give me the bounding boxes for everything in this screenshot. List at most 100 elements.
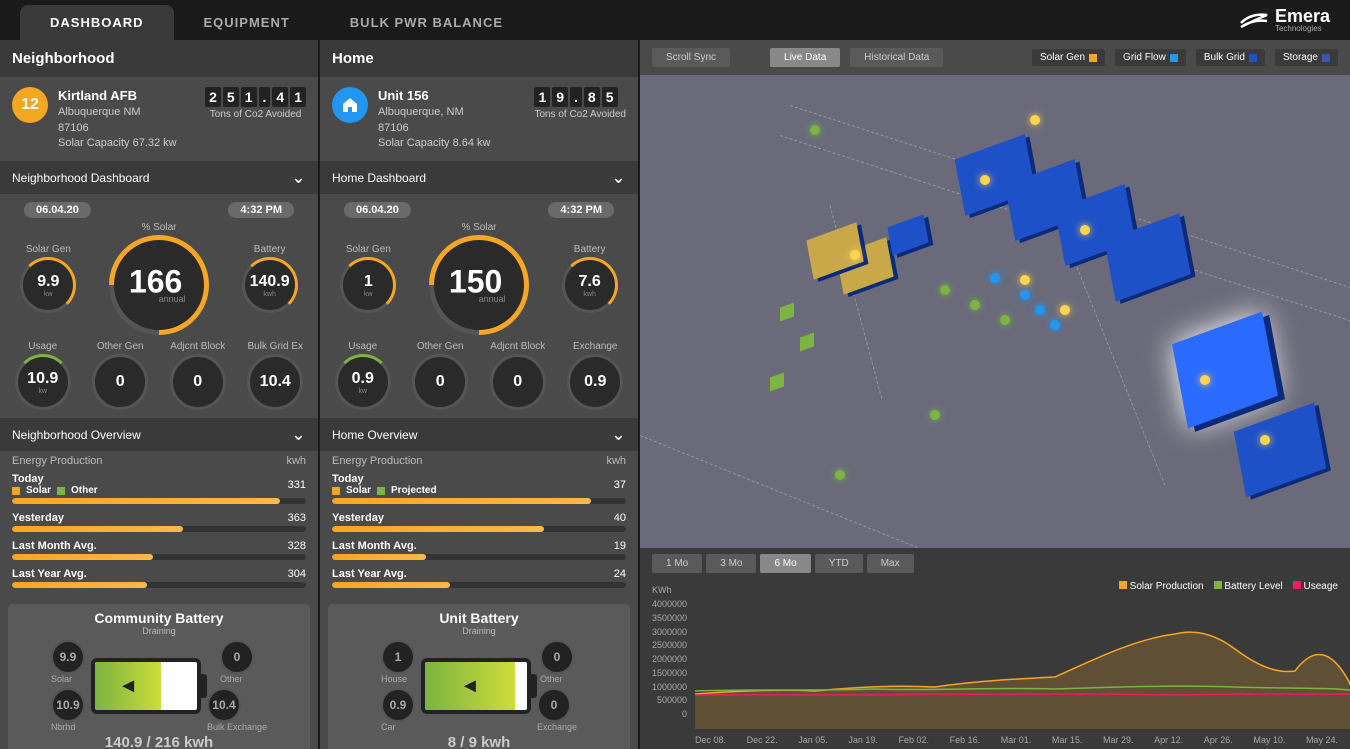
bat-node: 9.9Solar (51, 640, 85, 684)
home-loc: Albuquerque, NM (378, 105, 524, 120)
scroll-sync-button[interactable]: Scroll Sync (652, 48, 730, 67)
live-data-button[interactable]: Live Data (770, 48, 840, 67)
bar-row: Last Month Avg. 328 (12, 540, 306, 552)
main-content: Neighborhood 12 Kirtland AFB Albuquerque… (0, 40, 1350, 749)
neighborhood-info: 12 Kirtland AFB Albuquerque NM 87106 Sol… (0, 77, 318, 161)
range-max[interactable]: Max (867, 554, 914, 573)
range-ytd[interactable]: YTD (815, 554, 863, 573)
home-info: Unit 156 Albuquerque, NM 87106 Solar Cap… (320, 77, 638, 161)
time-pill: 4:32 PM (228, 202, 294, 218)
neighborhood-loc: Albuquerque NM (58, 105, 195, 120)
prod-unit: kwh (286, 455, 306, 467)
viz-toolbar: Scroll Sync Live Data Historical Data So… (640, 40, 1350, 75)
range-6mo[interactable]: 6 Mo (760, 554, 810, 573)
battery-icon: ◄ (91, 658, 201, 714)
co2-digit: 1 (241, 87, 257, 107)
logo-name: Emera (1275, 7, 1330, 25)
chevron-down-icon (291, 424, 306, 445)
bar-row: Last Month Avg. 19 (332, 540, 626, 552)
battery-sub: Draining (14, 626, 304, 636)
chart-legend-item[interactable]: Useage (1293, 581, 1338, 592)
home-gauges: 06.04.20 4:32 PM Solar Gen 1kw % Solar 1… (320, 194, 638, 418)
gauge-%-solar: % Solar 150annual (429, 222, 529, 335)
bat-node: 10.4Bulk Exchange (207, 688, 267, 732)
co2-digit: 5 (223, 87, 239, 107)
section-label: Home Overview (332, 428, 417, 442)
bar-row: Yesterday 40 (332, 512, 626, 524)
bar-row: Yesterday 363 (12, 512, 306, 524)
chevron-down-icon (611, 424, 626, 445)
co2-digit: 4 (272, 87, 288, 107)
gauge-adjcnt-block: Adjcnt Block 0 (490, 341, 546, 410)
bar-row: Today Solar Other331 (12, 473, 306, 496)
home-production: Energy Production kwh Today Solar Projec… (320, 451, 638, 600)
neighborhood-zip: 87106 (58, 121, 195, 136)
bar-row: Today Solar Projected37 (332, 473, 626, 496)
home-overview-toggle[interactable]: Home Overview (320, 418, 638, 451)
home-cap: Solar Capacity 8.64 kw (378, 136, 524, 151)
home-panel: Home Unit 156 Albuquerque, NM 87106 Sola… (320, 40, 640, 749)
co2-digit: 1 (534, 87, 550, 107)
prod-label: Energy Production (332, 455, 423, 467)
prod-label: Energy Production (12, 455, 103, 467)
gauge-bulk-grid-ex: Bulk Grid Ex 10.4 (247, 341, 303, 410)
chart-legend-item[interactable]: Solar Production (1119, 581, 1204, 592)
logo-icon (1239, 5, 1269, 35)
gauge-solar-gen: Solar Gen 1kw (340, 244, 396, 313)
3d-scene[interactable] (640, 75, 1350, 548)
top-navigation: DASHBOARD EQUIPMENT BULK PWR BALANCE Eme… (0, 0, 1350, 40)
legend-bulk-grid[interactable]: Bulk Grid (1196, 49, 1265, 66)
battery-status: 8 / 9 kwh (334, 734, 624, 749)
legend-storage[interactable]: Storage (1275, 49, 1338, 66)
gauge-other-gen: Other Gen 0 (92, 341, 148, 410)
tab-bulk-pwr[interactable]: BULK PWR BALANCE (320, 5, 533, 40)
co2-digit: . (570, 87, 582, 107)
time-pill: 4:32 PM (548, 202, 614, 218)
bat-node: 0Other (540, 640, 574, 684)
gauge-%-solar: % Solar 166annual (109, 222, 209, 335)
historical-data-button[interactable]: Historical Data (850, 48, 943, 67)
neighborhood-header: Neighborhood (0, 40, 318, 77)
co2-digit: 8 (584, 87, 600, 107)
home-title: Unit 156 (378, 87, 524, 105)
neighborhood-gauges: 06.04.20 4:32 PM Solar Gen 9.9kw % Solar… (0, 194, 318, 418)
timeseries-chart: KWh Solar Production Battery Level Useag… (640, 579, 1350, 749)
home-dash-toggle[interactable]: Home Dashboard (320, 161, 638, 194)
legend-grid-flow[interactable]: Grid Flow (1115, 49, 1186, 66)
range-1mo[interactable]: 1 Mo (652, 554, 702, 573)
gauge-battery: Battery 140.9kwh (242, 244, 298, 313)
chevron-down-icon (611, 167, 626, 188)
gauge-solar-gen: Solar Gen 9.9kw (20, 244, 76, 313)
legend-solar-gen[interactable]: Solar Gen (1032, 49, 1105, 66)
section-label: Home Dashboard (332, 171, 426, 185)
section-label: Neighborhood Overview (12, 428, 141, 442)
chart-legend-item[interactable]: Battery Level (1214, 581, 1283, 592)
tab-dashboard[interactable]: DASHBOARD (20, 5, 174, 40)
home-icon (340, 95, 360, 115)
neighborhood-panel: Neighborhood 12 Kirtland AFB Albuquerque… (0, 40, 320, 749)
gauge-usage: Usage 10.9kw (15, 341, 71, 410)
prod-unit: kwh (606, 455, 626, 467)
bat-node: 0.9Car (381, 688, 415, 732)
gauge-exchange: Exchange 0.9 (567, 341, 623, 410)
date-pill: 06.04.20 (24, 202, 91, 218)
visualization-panel: Scroll Sync Live Data Historical Data So… (640, 40, 1350, 749)
co2-digit: 9 (552, 87, 568, 107)
home-header: Home (320, 40, 638, 77)
neighborhood-production: Energy Production kwh Today Solar Other3… (0, 451, 318, 600)
tab-equipment[interactable]: EQUIPMENT (174, 5, 320, 40)
battery-title: Community Battery (14, 610, 304, 626)
battery-title: Unit Battery (334, 610, 624, 626)
range-3mo[interactable]: 3 Mo (706, 554, 756, 573)
community-battery: Community Battery Draining 9.9Solar 10.9N… (8, 604, 310, 749)
co2-digit: 1 (290, 87, 306, 107)
unit-battery: Unit Battery Draining 1House0.9Car ◄ 0Ot… (328, 604, 630, 749)
bat-node: 10.9Nbrhd (51, 688, 85, 732)
section-label: Neighborhood Dashboard (12, 171, 149, 185)
gauge-battery: Battery 7.6kwh (562, 244, 618, 313)
chart-ylabel: KWh (652, 585, 672, 595)
gauge-usage: Usage 0.9kw (335, 341, 391, 410)
neighborhood-co2: 251.41 Tons of Co2 Avoided (205, 87, 306, 120)
neighborhood-dash-toggle[interactable]: Neighborhood Dashboard (0, 161, 318, 194)
neighborhood-overview-toggle[interactable]: Neighborhood Overview (0, 418, 318, 451)
